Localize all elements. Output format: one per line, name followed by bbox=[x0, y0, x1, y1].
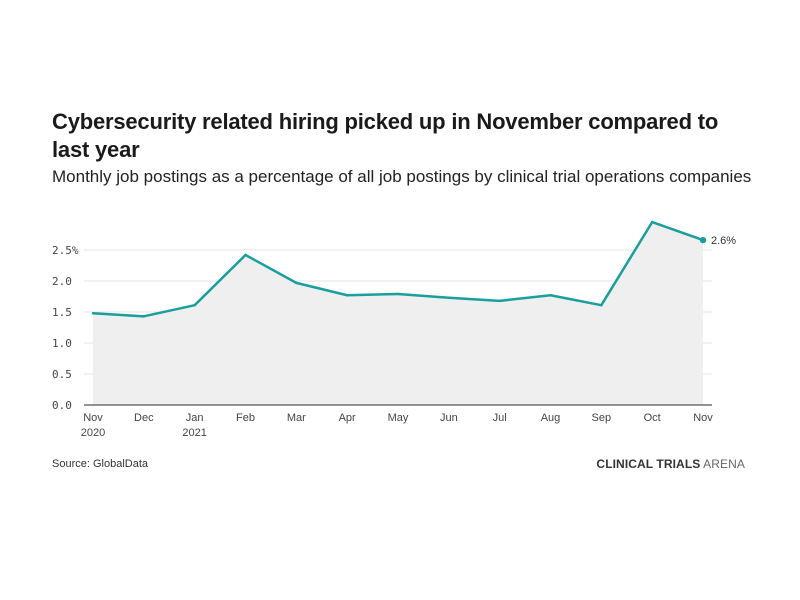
x-tick-label: Nov bbox=[693, 412, 713, 424]
x-tick-label: Jun bbox=[440, 412, 458, 424]
series-line-segment bbox=[193, 253, 247, 307]
x-tick-label: May bbox=[388, 412, 409, 424]
end-point-marker bbox=[699, 236, 707, 244]
series-line-segment bbox=[345, 292, 400, 297]
y-tick-label: 1.0 bbox=[52, 337, 72, 350]
y-tick-label: 2.5% bbox=[52, 244, 79, 257]
series-line-segment bbox=[91, 311, 146, 318]
x-tick-label: Oct bbox=[644, 412, 661, 424]
series-line-layer bbox=[91, 220, 707, 318]
series-line-segment bbox=[142, 303, 196, 318]
series-line-segment bbox=[549, 294, 603, 307]
brand-name-light: ARENA bbox=[700, 457, 745, 471]
annotations: 2.6% bbox=[711, 235, 736, 247]
y-tick-label: 0.5 bbox=[52, 368, 72, 381]
y-tick-label: 1.5 bbox=[52, 306, 72, 319]
x-tick-label: Nov bbox=[83, 412, 103, 424]
x-axis-ticks: Nov 2020 Dec Jan 2021 Feb Mar Apr May Jun Jul Aug Se… bbox=[81, 412, 714, 439]
chart-subtitle: Monthly job postings as a percentage of … bbox=[52, 167, 752, 186]
chart-title: Cybersecurity related hiring picked up i… bbox=[52, 109, 719, 162]
x-tick-label: Feb bbox=[236, 412, 255, 424]
series-line-segment bbox=[600, 220, 654, 307]
y-tick-label: 0.0 bbox=[52, 399, 72, 412]
series-line-segment bbox=[295, 281, 349, 297]
series-line-segment bbox=[447, 296, 501, 303]
end-value-label: 2.6% bbox=[711, 235, 736, 247]
series-line-segment bbox=[498, 294, 552, 303]
x-tick-label: Mar bbox=[287, 412, 306, 424]
y-axis-ticks: 0.0 0.5 1.0 1.5 2.0 2.5% bbox=[52, 244, 79, 412]
x-tick-year-label: 2021 bbox=[182, 427, 206, 439]
x-tick-label: Sep bbox=[592, 412, 612, 424]
area-fill-layer bbox=[93, 222, 703, 405]
y-tick-label: 2.0 bbox=[52, 275, 72, 288]
x-tick-label: Apr bbox=[339, 412, 356, 424]
area-fill bbox=[93, 222, 703, 405]
brand-logo: CLINICAL TRIALS ARENA bbox=[596, 457, 745, 471]
series-line-segment bbox=[396, 292, 451, 299]
x-tick-label: Jul bbox=[493, 412, 507, 424]
source-note: Source: GlobalData bbox=[52, 458, 148, 470]
x-tick-label: Dec bbox=[134, 412, 154, 424]
series-line-segment bbox=[650, 220, 705, 242]
x-tick-label: Jan bbox=[186, 412, 204, 424]
series-line-segment bbox=[244, 253, 298, 285]
brand-name-bold: CLINICAL TRIALS bbox=[596, 457, 701, 471]
x-tick-year-label: 2020 bbox=[81, 427, 105, 439]
x-tick-label: Aug bbox=[541, 412, 561, 424]
